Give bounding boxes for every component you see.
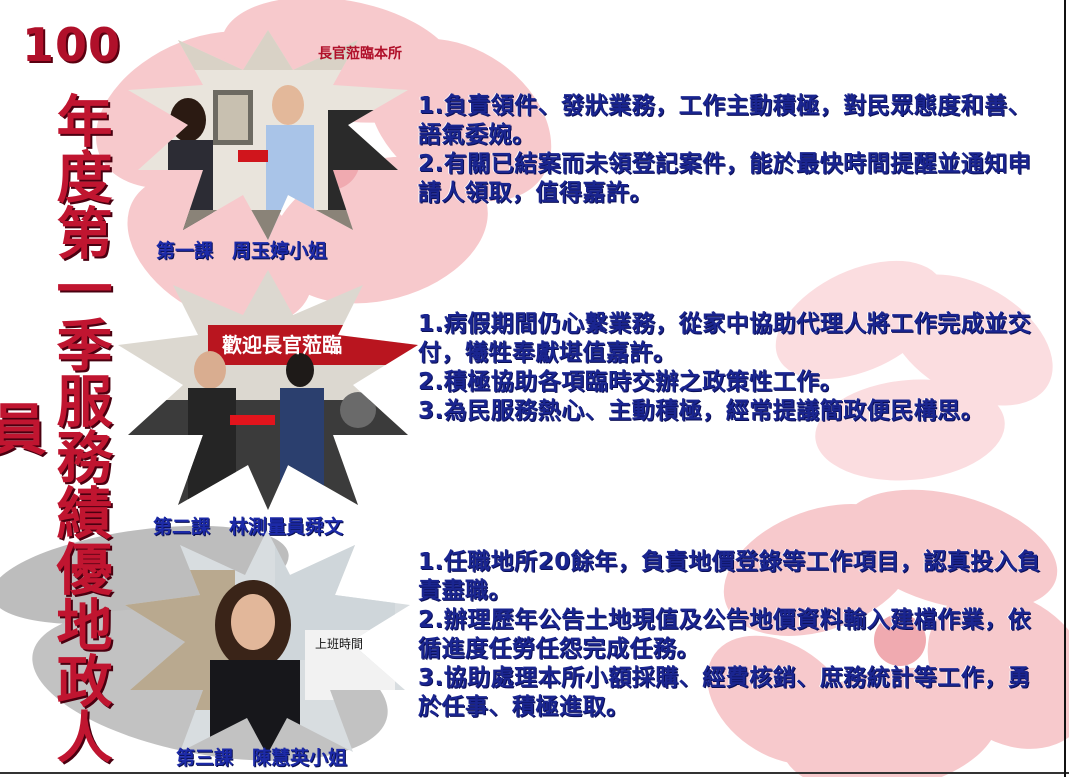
photo-1: 長官蒞臨本所 bbox=[128, 30, 408, 240]
description-2-line-2: 2.積極協助各項臨時交辦之政策性工作。 bbox=[418, 369, 844, 395]
photo-3: 上班時間 bbox=[125, 530, 410, 755]
description-3-line-1: 1.任職地所20餘年，負責地價登錄等工作項目，認真投入負責盡職。 bbox=[418, 549, 1041, 604]
description-2: 1.病假期間仍心繫業務，從家中協助代理人將工作完成並交付，犧牲奉獻堪值嘉許。 2… bbox=[418, 310, 1043, 426]
hibiscus-flower-mid-right bbox=[775, 260, 1053, 481]
description-1-line-2: 2.有關已結案而未領登記案件，能於最快時間提醒並通知申請人領取，值得嘉許。 bbox=[418, 151, 1032, 206]
hibiscus-flower-right bbox=[707, 489, 1069, 777]
description-3-line-3: 3.協助處理本所小額採購、經費核銷、庶務統計等工作，勇於任事、積極進取。 bbox=[418, 665, 1032, 720]
caption-3: 第三課 陳慧英小姐 bbox=[176, 747, 348, 769]
right-border bbox=[1064, 0, 1066, 777]
title-vertical: 年度第一季服務績優地政人員 bbox=[0, 91, 112, 764]
photo-2-sign: 歡迎長官蒞臨 bbox=[222, 333, 342, 357]
description-1-line-1: 1.負責領件、發狀業務，工作主動積極，對民眾態度和善、語氣委婉。 bbox=[418, 93, 1032, 148]
photo-2: 歡迎長官蒞臨 bbox=[118, 270, 418, 510]
photo-3-sign: 上班時間 bbox=[315, 637, 363, 651]
bottom-border bbox=[0, 772, 1069, 774]
description-1: 1.負責領件、發狀業務，工作主動積極，對民眾態度和善、語氣委婉。 2.有關已結案… bbox=[418, 92, 1043, 208]
description-3-line-2: 2.辦理歷年公告土地現值及公告地價資料輸入建檔作業，依循進度任勞任怨完成任務。 bbox=[418, 607, 1032, 662]
caption-1: 第一課 周玉婷小姐 bbox=[156, 240, 328, 262]
description-2-line-1: 1.病假期間仍心繫業務，從家中協助代理人將工作完成並交付，犧牲奉獻堪值嘉許。 bbox=[418, 311, 1032, 366]
caption-2: 第二課 林測量員舜文 bbox=[153, 516, 344, 538]
description-3: 1.任職地所20餘年，負責地價登錄等工作項目，認真投入負責盡職。 2.辦理歷年公… bbox=[418, 548, 1043, 722]
photo-1-sign: 長官蒞臨本所 bbox=[318, 45, 402, 62]
title-year: 100 bbox=[22, 18, 122, 72]
description-2-line-3: 3.為民服務熱心、主動積極，經常提議簡政便民構思。 bbox=[418, 398, 985, 424]
